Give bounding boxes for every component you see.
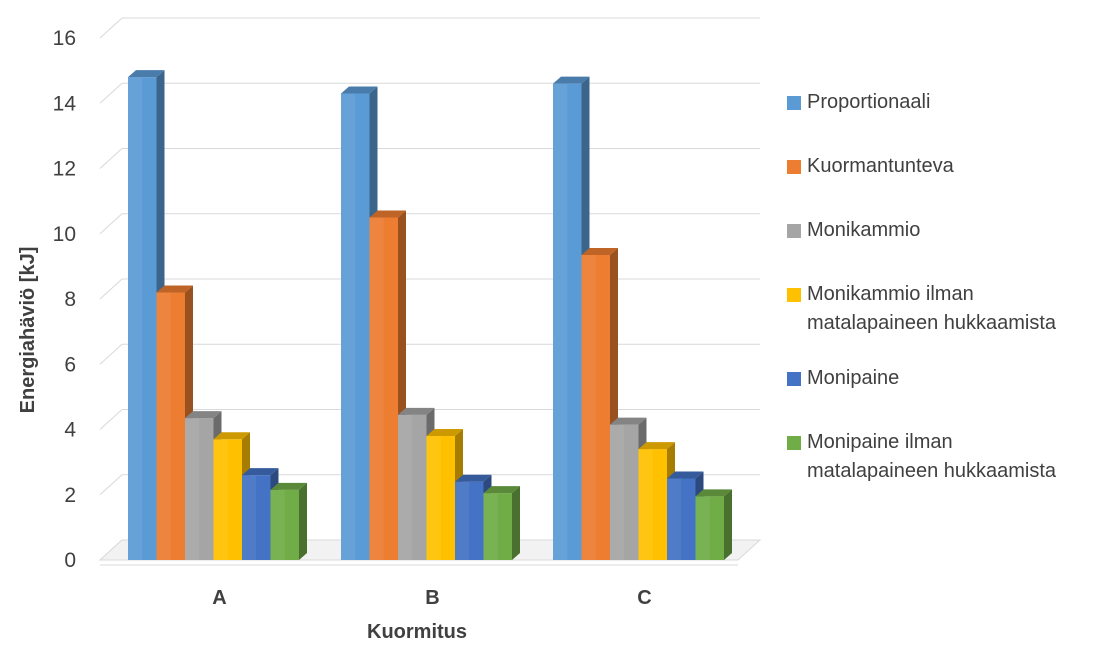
bar-highlight: [610, 424, 625, 560]
bar: [270, 482, 307, 560]
bar-highlight: [341, 93, 356, 561]
bar-side: [724, 489, 732, 560]
legend-swatch: [787, 160, 801, 174]
bar-top: [610, 417, 647, 425]
legend-item: Monipaine: [787, 364, 899, 393]
bar-top: [185, 411, 222, 419]
bar: [553, 76, 590, 561]
x-axis-ticks: A B C: [212, 587, 651, 609]
gridline: [99, 278, 123, 300]
bar: [638, 442, 675, 560]
bar-side: [299, 482, 307, 560]
legend-swatch: [787, 288, 801, 302]
y-tick-label: 10: [53, 223, 76, 246]
bar-top: [667, 471, 704, 479]
legend-item: Monipaine ilman matalapaineen hukkaamist…: [787, 428, 1056, 486]
bar-top: [638, 442, 675, 450]
x-tick-label: A: [212, 587, 226, 609]
bar-highlight: [213, 439, 228, 560]
bar-top: [369, 210, 406, 218]
legend-label: Proportionaali: [807, 91, 931, 113]
x-axis-title: Kuormitus: [367, 621, 467, 643]
bar-top: [270, 482, 307, 490]
bar-highlight: [369, 217, 384, 560]
legend-swatch: [787, 436, 801, 450]
legend-label: Monipaine ilman matalapaineen hukkaamist…: [807, 431, 1057, 482]
gridline: [99, 17, 123, 39]
bar-top: [426, 429, 463, 437]
y-tick-label: 8: [64, 288, 76, 311]
legend-item: Kuormantunteva: [787, 152, 954, 181]
y-tick-label: 0: [64, 549, 76, 572]
legend-swatch: [787, 224, 801, 238]
y-tick-label: 16: [53, 27, 76, 50]
y-axis-ticks: 0 2 4 6 8 10 12 14 16: [53, 27, 77, 572]
gridlines: [99, 17, 760, 561]
bar-highlight: [242, 475, 257, 560]
bar: [695, 489, 732, 560]
bar-group-C: [553, 76, 732, 561]
bar-highlight: [156, 292, 171, 560]
bar-top: [695, 489, 732, 497]
bar-highlight: [581, 254, 596, 561]
bar-highlight: [270, 489, 285, 560]
bar-highlight: [426, 436, 441, 560]
gridline: [99, 343, 123, 365]
gridline: [99, 82, 123, 104]
legend-swatch: [787, 96, 801, 110]
x-tick-label: C: [637, 587, 651, 609]
bar-highlight: [483, 493, 498, 560]
y-tick-label: 2: [64, 484, 76, 507]
y-tick-label: 4: [64, 419, 76, 442]
bar-highlight: [553, 83, 568, 561]
bar-highlight: [638, 449, 653, 560]
legend-item: Monikammio ilman matalapaineen hukkaamis…: [787, 280, 1056, 338]
bar-top: [341, 86, 378, 94]
bar-top: [213, 432, 250, 440]
bar-top: [455, 474, 492, 482]
bar-top: [581, 247, 618, 255]
bar-top: [483, 486, 520, 494]
bars: [128, 70, 732, 561]
bar-group-A: [128, 70, 307, 561]
gridline: [99, 474, 123, 496]
bar: [483, 486, 520, 560]
bar-group-B: [341, 86, 520, 561]
x-tick-label: B: [425, 587, 439, 609]
bar-highlight: [128, 77, 143, 561]
bar-highlight: [695, 496, 710, 560]
bar-side: [512, 486, 520, 560]
bar-top: [128, 70, 165, 78]
bar-highlight: [667, 478, 682, 560]
y-axis-title: Energiahäviö [kJ]: [17, 247, 39, 414]
y-tick-label: 6: [64, 353, 76, 376]
bar: [128, 70, 165, 561]
bar-highlight: [398, 414, 413, 560]
bar: [455, 474, 492, 560]
y-tick-label: 14: [53, 92, 77, 115]
legend-swatch: [787, 372, 801, 386]
gridline: [99, 409, 123, 430]
bar-top: [156, 285, 193, 293]
bar-top: [398, 407, 435, 415]
y-tick-label: 12: [53, 158, 76, 181]
bar-top: [242, 468, 279, 476]
gridline: [99, 213, 123, 235]
bar-top: [553, 76, 590, 84]
legend-label: Monikammio: [807, 219, 921, 241]
legend-item: Proportionaali: [787, 88, 930, 117]
legend-item: Monikammio: [787, 216, 920, 245]
legend-label: Monikammio ilman matalapaineen hukkaamis…: [807, 283, 1057, 334]
bar-highlight: [455, 481, 470, 560]
bar-highlight: [185, 418, 200, 560]
gridline: [99, 148, 123, 169]
legend-label: Kuormantunteva: [807, 155, 954, 177]
legend-label: Monipaine: [807, 367, 900, 389]
